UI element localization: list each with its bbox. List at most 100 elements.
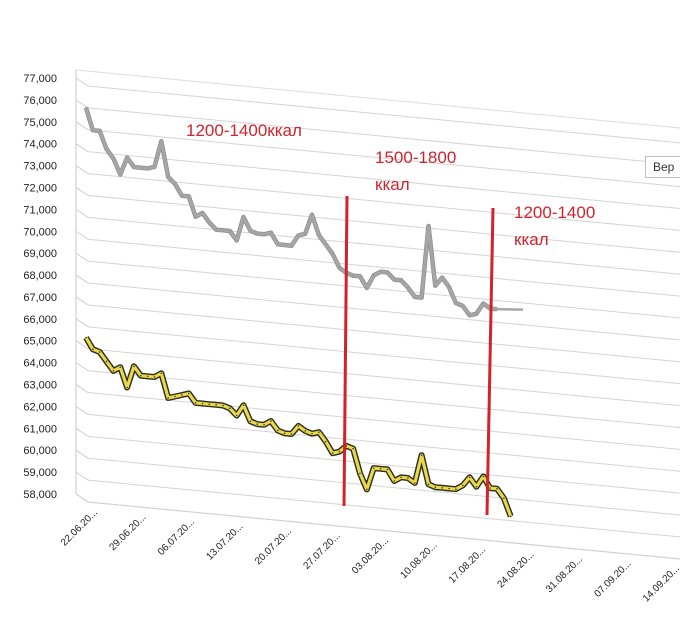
x-axis-ticks: 22.06.20... 29.06.20... 06.07.20... 13.07.2… [59, 507, 680, 604]
series-grey-point [414, 296, 416, 298]
series-yellow-point [277, 429, 279, 432]
series-grey-point [92, 129, 94, 132]
series-grey-point [386, 271, 389, 274]
y-tick-label: 63,000 [23, 380, 57, 392]
series-yellow-point [386, 468, 389, 471]
series-yellow-point [167, 397, 169, 399]
y-tick-label: 77,000 [23, 73, 57, 85]
y-tick-label: 65,000 [23, 336, 57, 348]
series-grey-point [215, 228, 217, 231]
gridline-corner [75, 274, 89, 284]
gridline [87, 282, 680, 341]
series-grey-point [229, 230, 231, 232]
series-yellow-point [92, 348, 94, 351]
series-yellow-point [359, 472, 361, 475]
series-grey-point [283, 244, 286, 246]
y-tick-label: 74,000 [23, 139, 57, 151]
annotation-phase-2: 1500-1800 [375, 148, 456, 167]
series-grey-point [208, 221, 211, 224]
series-yellow-point [194, 402, 197, 404]
series-yellow-point [215, 404, 217, 406]
series-yellow-point [448, 487, 450, 490]
series-grey-point [434, 284, 437, 287]
series-yellow-point [379, 467, 382, 470]
series-yellow-point [324, 440, 327, 443]
x-tick-label: 03.08.20... [350, 535, 391, 576]
gridline-corner [75, 384, 89, 393]
series-grey-point [242, 216, 245, 218]
series-yellow-point [372, 467, 375, 469]
gridline [87, 238, 680, 297]
series-yellow-point [393, 480, 396, 482]
gridline-corner [75, 77, 89, 87]
series-yellow-point [290, 433, 293, 435]
series-yellow-point [140, 374, 142, 377]
series-grey-point [112, 157, 115, 160]
series-yellow-point [249, 420, 252, 423]
series-yellow-point [496, 487, 498, 490]
phase-markers [342, 195, 495, 516]
gridline [87, 370, 680, 428]
gridline [87, 260, 680, 319]
series-yellow-point [112, 370, 115, 372]
series-grey-point [181, 194, 183, 197]
series-yellow-point [338, 450, 341, 453]
series-yellow-point [242, 404, 245, 407]
y-tick-label: 70,000 [23, 226, 57, 238]
series-yellow-point [98, 351, 101, 353]
series-yellow-point [263, 423, 265, 426]
series-grey-point [194, 215, 197, 218]
x-tick-label: 20.07.20... [253, 526, 294, 567]
series-yellow-point [304, 430, 307, 432]
series-grey-point [352, 274, 354, 277]
gridline [87, 435, 680, 494]
series-yellow-point [427, 483, 430, 486]
x-tick-label: 24.08.20... [495, 549, 536, 590]
gridline [87, 151, 680, 210]
top-wall-edge [75, 69, 680, 129]
x-tick-label: 22.06.20... [59, 507, 100, 548]
series-yellow-point [414, 482, 416, 484]
series-grey-point [201, 212, 204, 214]
series-yellow-point [434, 486, 437, 488]
gridline-corner [75, 165, 89, 174]
series-grey-point [372, 274, 375, 277]
y-tick-label: 75,000 [23, 117, 57, 129]
y-tick-label: 67,000 [23, 292, 57, 304]
x-tick-label: 17.08.20... [447, 545, 488, 586]
gridline [87, 457, 680, 516]
x-tick-label: 10.08.20... [398, 540, 439, 581]
series-yellow-point [153, 376, 156, 378]
series-yellow-point [503, 497, 505, 499]
series-grey-point [167, 176, 169, 178]
series-grey-point [160, 140, 163, 143]
legend: Вер [645, 156, 680, 178]
y-tick-label: 76,000 [23, 95, 57, 107]
gridline [87, 392, 680, 450]
series-grey-point [455, 302, 457, 304]
gridline [87, 216, 680, 275]
y-tick-label: 71,000 [23, 204, 57, 216]
x-tick-label: 07.09.20... [592, 559, 633, 600]
gridline-corner [75, 187, 89, 196]
gridline-corner [75, 318, 89, 328]
gridline [87, 107, 680, 166]
x-tick-label: 13.07.20... [204, 521, 245, 562]
y-tick-label: 60,000 [23, 445, 57, 457]
gridline [87, 413, 680, 472]
x-tick-label: 31.08.20... [544, 554, 585, 595]
series-grey-point [85, 106, 87, 109]
legend-text: Вер [653, 160, 675, 174]
series-grey-point [119, 173, 122, 176]
series-yellow-point [420, 454, 423, 457]
series-grey-point [222, 229, 224, 232]
series-grey-point [146, 167, 149, 170]
series-yellow-point [400, 476, 402, 479]
series-yellow-point [461, 484, 464, 487]
series-yellow-point [208, 403, 211, 405]
series-grey-point [311, 213, 313, 216]
gridline [87, 173, 680, 231]
gridline-corner [75, 449, 89, 459]
series-grey-point [140, 166, 142, 169]
series-yellow-point [181, 394, 183, 396]
